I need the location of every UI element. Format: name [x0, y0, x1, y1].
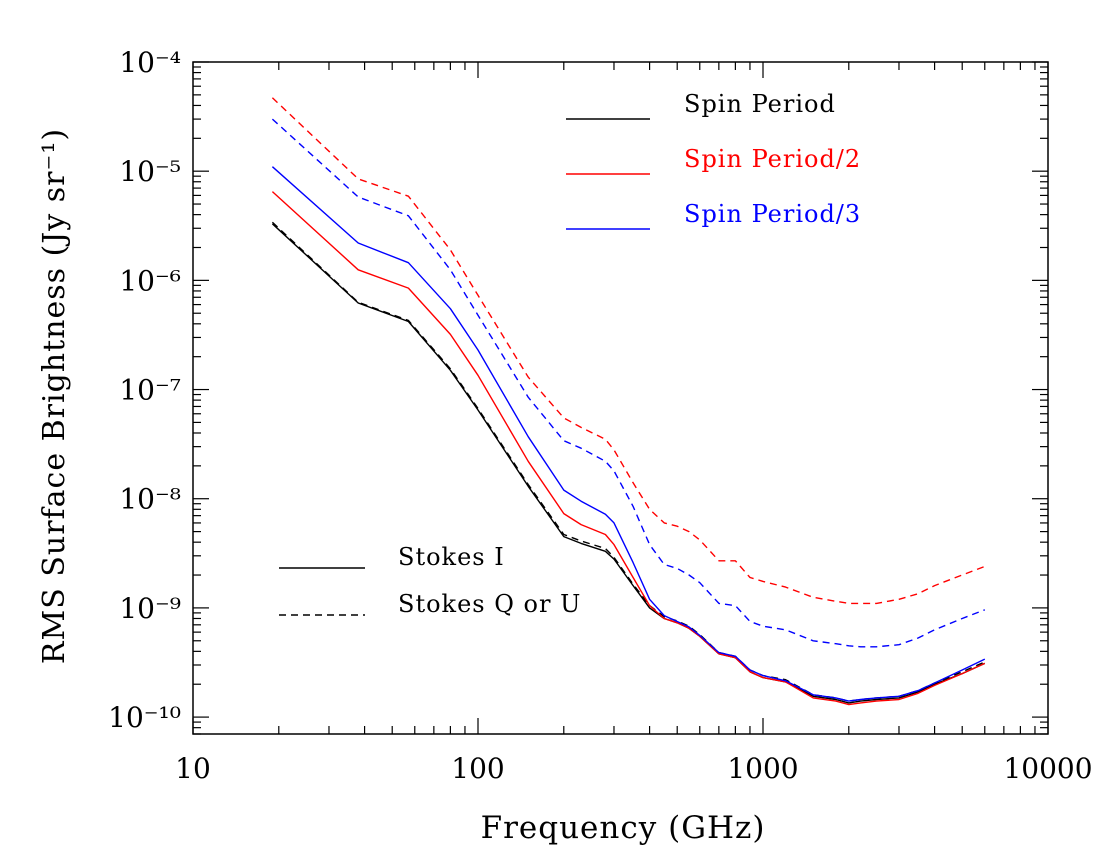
x-tick-label: 10 [175, 752, 211, 785]
legend-label: Stokes Q or U [398, 590, 581, 618]
x-tick-label: 1000 [727, 752, 798, 785]
y-tick-label: 10⁻¹⁰ [108, 701, 181, 734]
series-line [271, 223, 986, 704]
y-tick-label: 10⁻⁵ [119, 155, 181, 188]
series-line [271, 166, 986, 702]
plot-frame [192, 61, 1049, 735]
series-line [271, 221, 986, 702]
legend-linestyle: Stokes I Stokes Q or U [279, 543, 581, 618]
tick-labels: 10 100 1000 10000 10⁻⁴ 10⁻⁵ 10⁻⁶ 10⁻⁷ 10⁻⁸ 10⁻⁹ 10… [108, 46, 1092, 785]
series-line [271, 118, 986, 648]
y-tick-label: 10⁻⁴ [119, 46, 181, 79]
y-tick-label: 10⁻⁶ [119, 264, 181, 297]
legend-label: Spin Period/3 [684, 200, 861, 228]
series-line [271, 191, 986, 706]
legend-label: Stokes I [398, 543, 505, 571]
y-tick-label: 10⁻⁸ [119, 483, 181, 516]
series-lines [271, 97, 986, 706]
legend-color: Spin Period Spin Period/2 Spin Period/3 [566, 90, 861, 230]
x-tick-label: 100 [451, 752, 504, 785]
legend-label: Spin Period/2 [684, 145, 861, 173]
legend-label: Spin Period [684, 90, 836, 118]
y-tick-label: 10⁻⁹ [119, 592, 181, 625]
axis-ticks [192, 61, 1049, 735]
y-tick-label: 10⁻⁷ [119, 374, 181, 407]
x-axis-label: Frequency (GHz) [481, 810, 766, 846]
series-line [271, 97, 986, 605]
x-tick-label: 10000 [1003, 752, 1092, 785]
y-axis-label: RMS Surface Brightness (Jy sr⁻¹) [37, 128, 72, 664]
